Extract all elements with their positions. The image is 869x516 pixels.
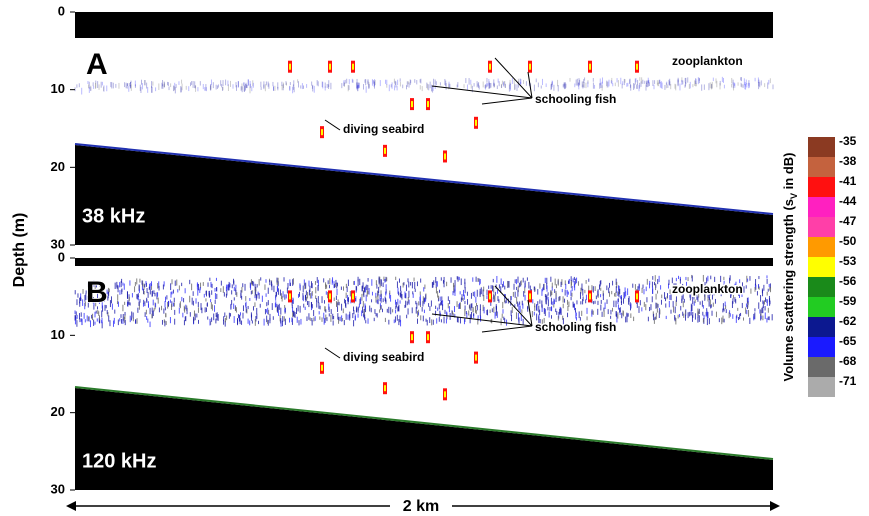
depth-tick-label: 20 [51,159,65,174]
annotation: diving seabird [343,122,424,136]
fish-echo [289,293,291,300]
depth-tick-label: 10 [51,81,65,96]
colorbar-swatch [808,297,835,317]
panels: A 38 kHz 0 10 20 30 zooplankton schooling fish d… [51,3,774,496]
fish-echo [289,63,291,70]
leader-lines [324,347,341,359]
fish-echo [444,391,446,398]
surface-band [75,258,773,266]
fish-echo [475,119,477,126]
fish-echo [475,354,477,361]
colorbar-label: -53 [839,254,857,268]
colorbar-label: -35 [839,134,857,148]
fish-echo [384,147,386,154]
depth-tick-label: 30 [51,236,65,251]
colorbar-label: -71 [839,374,857,388]
colorbar-label: -62 [839,314,857,328]
panel-letter: A [86,48,108,81]
fish-echo [352,293,354,300]
fish-echo [411,334,413,341]
frequency-label: 120 kHz [82,450,157,472]
scale-bar: 2 km [66,498,780,515]
surface-band [75,12,773,38]
fish-echo [529,63,531,70]
colorbar-swatch [808,377,835,397]
colorbar-swatch [808,157,835,177]
seafloor-edge [74,386,774,460]
colorbar-label: -59 [839,294,857,308]
colorbar-swatch [808,337,835,357]
fish-echo [636,63,638,70]
colorbar-label: -68 [839,354,857,368]
annotation: zooplankton [672,282,743,296]
colorbar-title-start: Volume scattering strength (s [781,199,796,382]
colorbar-label: -44 [839,194,857,208]
colorbar: -35 -38 -41 -44 -47 -50 -53 -56 -59 -62 -65 -68 -71 [808,134,857,397]
colorbar-label: -56 [839,274,857,288]
fish-echo [329,293,331,300]
depth-tick-label: 0 [58,3,65,18]
fish-echo [444,153,446,160]
fish-echo [321,364,323,371]
colorbar-swatch [808,217,835,237]
colorbar-title: Volume scattering strength (sV in dB) [781,153,799,382]
annotation: schooling fish [535,92,616,106]
depth-tick-label: 30 [51,481,65,496]
leader-lines [324,119,341,131]
seafloor-edge [74,143,774,215]
depth-tick-label: 0 [58,249,65,264]
fish-echo [427,101,429,108]
frequency-label: 38 kHz [82,205,145,227]
fish-echo [329,63,331,70]
seafloor [75,145,773,245]
fish-echo [589,63,591,70]
annotation: schooling fish [535,320,616,334]
leader-lines [431,57,533,105]
fish-echo [589,293,591,300]
colorbar-swatch [808,237,835,257]
fish-echo [489,293,491,300]
echogram-panel: B 120 kHz 0 10 20 30 zooplankton schooling fish… [51,249,774,496]
fish-echo [384,385,386,392]
colorbar-swatch [808,197,835,217]
fish-echo [427,334,429,341]
depth-tick-label: 10 [51,327,65,342]
echogram-panel: A 38 kHz 0 10 20 30 zooplankton schooling fish d… [51,3,774,251]
scale-label: 2 km [403,498,439,515]
colorbar-title-sub: V [789,193,799,199]
colorbar-swatch [808,317,835,337]
fish-echo [489,63,491,70]
colorbar-label: -50 [839,234,857,248]
seafloor [75,388,773,490]
y-axis-label: Depth (m) [11,213,28,288]
colorbar-swatch [808,277,835,297]
colorbar-swatch [808,177,835,197]
annotation: zooplankton [672,54,743,68]
fish-echo [321,129,323,136]
colorbar-swatch [808,137,835,157]
colorbar-swatch [808,357,835,377]
colorbar-label: -41 [839,174,857,188]
colorbar-label: -38 [839,154,857,168]
depth-tick-label: 20 [51,404,65,419]
annotation: diving seabird [343,350,424,364]
fish-echo [352,63,354,70]
colorbar-label: -65 [839,334,857,348]
fish-echo [411,101,413,108]
fish-echo [529,293,531,300]
colorbar-title-end: in dB) [781,153,796,193]
leader-lines [431,285,533,333]
fish-echo [636,293,638,300]
colorbar-label: -47 [839,214,857,228]
colorbar-swatch [808,257,835,277]
panel-letter: B [86,276,108,309]
